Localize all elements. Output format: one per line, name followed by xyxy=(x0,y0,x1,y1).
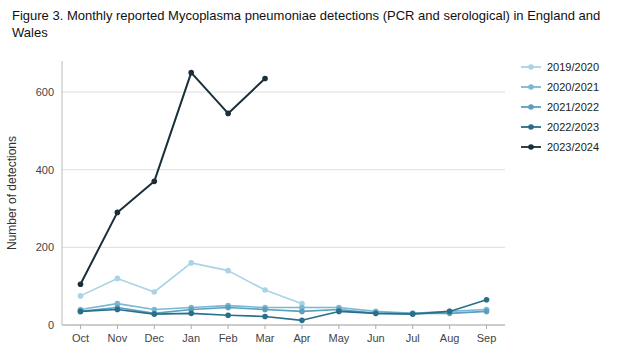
x-tick-label: Sep xyxy=(477,332,497,344)
legend-marker xyxy=(528,144,534,150)
x-tick xyxy=(301,325,302,329)
legend-label: 2020/2021 xyxy=(547,81,599,93)
legend-label: 2019/2020 xyxy=(547,61,599,73)
y-tick-label: 200 xyxy=(36,241,54,253)
point xyxy=(151,289,157,295)
x-tick xyxy=(375,325,376,329)
point xyxy=(299,309,305,315)
point xyxy=(225,312,231,318)
point xyxy=(151,311,157,317)
x-tick xyxy=(228,325,229,329)
point xyxy=(410,311,416,317)
point xyxy=(151,179,157,185)
y-axis: 0 200 400 600 xyxy=(36,61,505,331)
x-tick-label: Aug xyxy=(440,332,460,344)
point xyxy=(225,111,231,117)
legend-marker xyxy=(528,64,534,70)
point xyxy=(262,314,268,320)
point xyxy=(447,309,453,315)
x-tick-label: Apr xyxy=(293,332,310,344)
point xyxy=(410,311,416,317)
point xyxy=(188,70,194,76)
legend-marker xyxy=(528,84,534,90)
y-axis-line xyxy=(62,61,63,325)
point xyxy=(188,311,194,317)
x-tick xyxy=(412,325,413,329)
x-tick xyxy=(265,325,266,329)
plot-area xyxy=(78,70,490,323)
x-axis: Oct Nov Dec Jan Feb Mar Apr May Jun Jul Aug Sep xyxy=(62,325,505,344)
x-tick xyxy=(191,325,192,329)
point xyxy=(78,281,84,287)
legend-label: 2022/2023 xyxy=(547,121,599,133)
series-line xyxy=(80,300,486,321)
series-line xyxy=(80,73,265,285)
point xyxy=(299,318,305,324)
point xyxy=(373,311,379,317)
point xyxy=(262,307,268,313)
grid-line xyxy=(62,169,505,170)
x-tick-label: Nov xyxy=(108,332,128,344)
point xyxy=(336,309,342,315)
x-tick-label: Oct xyxy=(72,332,89,344)
point xyxy=(225,305,231,311)
title: Figure 3. Monthly reported Mycoplasma pn… xyxy=(12,8,600,40)
legend-label: 2023/2024 xyxy=(547,141,599,153)
point xyxy=(115,210,121,216)
chart: Figure 3. Monthly reported Mycoplasma pn… xyxy=(0,0,634,360)
x-tick-label: Feb xyxy=(219,332,238,344)
x-tick xyxy=(117,325,118,329)
point xyxy=(115,307,121,313)
title-line: Wales xyxy=(12,25,48,40)
legend-label: 2021/2022 xyxy=(547,101,599,113)
x-tick xyxy=(449,325,450,329)
point xyxy=(410,311,416,317)
x-tick xyxy=(154,325,155,329)
x-tick-label: Jun xyxy=(367,332,385,344)
point xyxy=(78,309,84,315)
x-tick-label: Jul xyxy=(406,332,420,344)
x-tick-label: Jan xyxy=(182,332,200,344)
y-tick-label: 600 xyxy=(36,86,54,98)
grid-line xyxy=(62,92,505,93)
point xyxy=(373,311,379,317)
x-tick-label: Dec xyxy=(145,332,165,344)
point xyxy=(115,276,121,282)
point xyxy=(225,268,231,274)
point xyxy=(78,293,84,299)
y-axis-label: Number of detections xyxy=(5,136,19,250)
x-tick-label: May xyxy=(328,332,349,344)
grid-line xyxy=(62,325,505,326)
legend: 2019/2020 2020/2021 2021/2022 2022/2023 2023… xyxy=(521,61,599,153)
legend-marker xyxy=(528,104,534,110)
point xyxy=(484,309,490,315)
title-line: Figure 3. Monthly reported Mycoplasma pn… xyxy=(12,8,600,23)
x-axis-line xyxy=(62,325,505,326)
x-tick xyxy=(486,325,487,329)
y-tick-label: 400 xyxy=(36,164,54,176)
x-tick xyxy=(80,325,81,329)
point xyxy=(78,309,84,315)
grid-line xyxy=(62,247,505,248)
point xyxy=(447,309,453,315)
point xyxy=(484,297,490,303)
x-tick-label: Mar xyxy=(256,332,275,344)
point xyxy=(262,76,268,82)
point xyxy=(188,260,194,266)
series-line xyxy=(80,263,302,304)
point xyxy=(151,311,157,317)
y-tick-label: 0 xyxy=(48,319,54,331)
x-tick xyxy=(338,325,339,329)
point xyxy=(262,287,268,293)
legend-marker xyxy=(528,124,534,130)
